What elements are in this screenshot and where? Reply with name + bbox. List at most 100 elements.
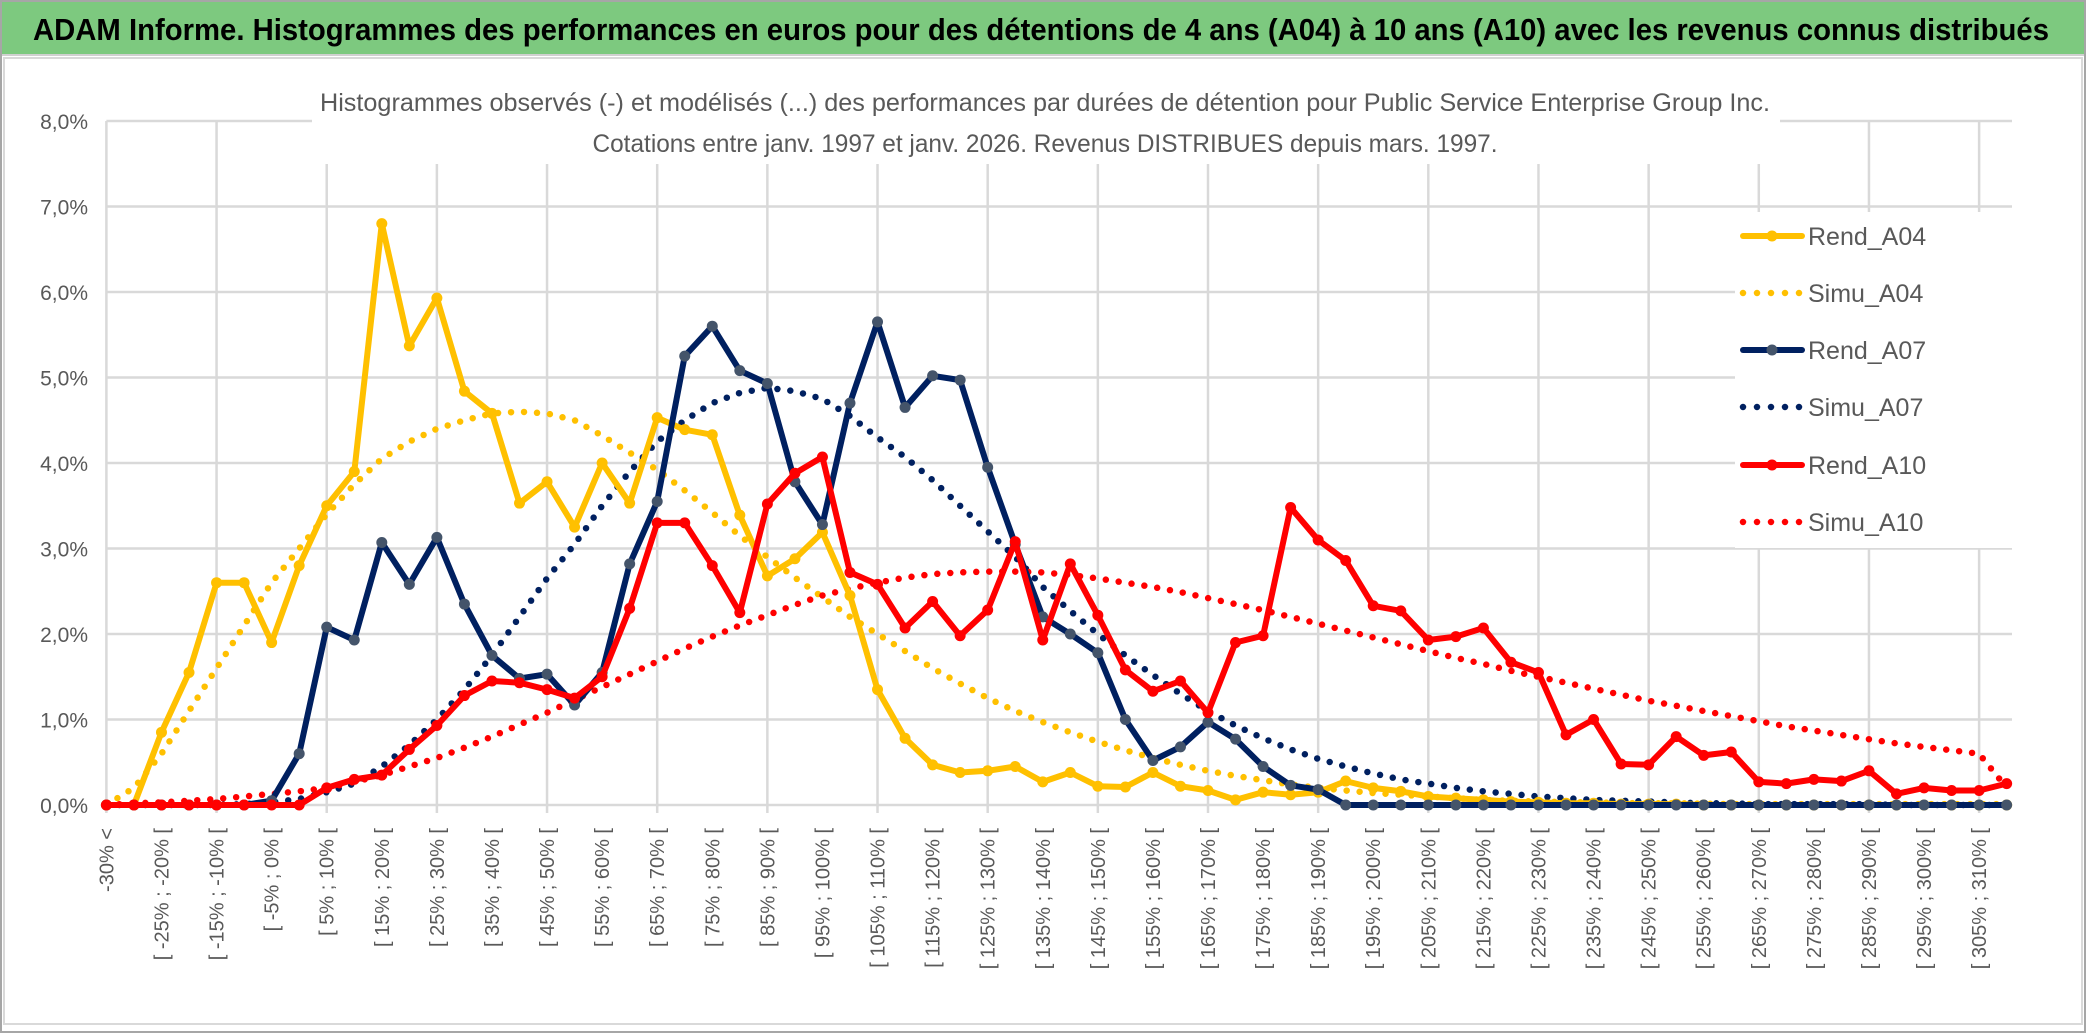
data-point bbox=[1725, 799, 1737, 811]
data-point bbox=[155, 726, 167, 738]
data-point bbox=[293, 748, 305, 760]
data-point bbox=[1119, 664, 1131, 676]
data-point bbox=[982, 765, 994, 777]
data-point bbox=[1037, 634, 1049, 646]
legend-marker bbox=[1766, 344, 1778, 356]
header-title: ADAM Informe. Histogrammes des performan… bbox=[33, 12, 2049, 47]
data-point bbox=[927, 759, 939, 771]
data-point bbox=[211, 577, 223, 589]
x-tick-label: [ 215% ; 220% [ bbox=[1473, 828, 1495, 970]
data-point bbox=[1477, 622, 1489, 634]
legend-item[interactable]: Simu_A04 bbox=[1739, 280, 1923, 308]
data-point bbox=[1808, 799, 1820, 811]
data-point bbox=[403, 340, 415, 352]
data-point bbox=[1119, 781, 1131, 793]
y-tick-label: 3,0% bbox=[40, 539, 88, 562]
x-tick-label: [ 175% ; 180% [ bbox=[1253, 828, 1275, 970]
data-point bbox=[1477, 799, 1489, 811]
data-point bbox=[1422, 799, 1434, 811]
data-point bbox=[1698, 749, 1710, 761]
data-point bbox=[1119, 714, 1131, 725]
data-point bbox=[183, 799, 195, 811]
legend-item[interactable]: Rend_A04 bbox=[1740, 223, 1926, 251]
x-tick-label: [ 75% ; 80% [ bbox=[702, 828, 724, 947]
data-point bbox=[1615, 758, 1627, 770]
data-point bbox=[1946, 799, 1958, 811]
data-point bbox=[514, 677, 525, 689]
x-tick-label: [ 135% ; 140% [ bbox=[1033, 828, 1055, 970]
legend-label: Simu_A04 bbox=[1808, 280, 1923, 308]
x-tick-label: [ 275% ; 280% [ bbox=[1804, 828, 1826, 970]
y-tick-label: 0,0% bbox=[40, 795, 88, 818]
data-point bbox=[431, 292, 443, 304]
data-point bbox=[706, 320, 718, 332]
data-point bbox=[1891, 788, 1902, 800]
legend: Rend_A04 Simu_A04 Rend_A07 Simu_A07 Rend_A10… bbox=[1735, 212, 2012, 548]
data-point bbox=[1367, 799, 1379, 811]
data-point bbox=[899, 622, 911, 634]
data-point bbox=[321, 621, 333, 633]
data-point bbox=[1285, 789, 1297, 801]
data-point bbox=[596, 671, 608, 683]
data-point bbox=[1285, 779, 1297, 791]
x-tick-label: -30% < bbox=[96, 828, 118, 892]
data-point bbox=[1946, 784, 1958, 796]
data-point bbox=[183, 666, 195, 678]
data-point bbox=[1230, 794, 1242, 806]
data-point bbox=[1615, 799, 1627, 811]
data-point bbox=[431, 531, 443, 543]
data-point bbox=[1147, 755, 1159, 767]
legend-marker bbox=[1766, 459, 1778, 471]
data-point bbox=[1257, 761, 1269, 773]
x-tick-label: [ 225% ; 230% [ bbox=[1528, 828, 1550, 970]
legend-background bbox=[1735, 212, 2012, 548]
data-point bbox=[1835, 775, 1847, 787]
x-tick-label: [ 285% ; 290% [ bbox=[1859, 828, 1881, 970]
legend-item[interactable]: Rend_A07 bbox=[1740, 337, 1926, 365]
data-point bbox=[1532, 666, 1544, 678]
data-point bbox=[348, 773, 360, 785]
data-point bbox=[651, 412, 663, 424]
data-point bbox=[816, 451, 828, 463]
data-point bbox=[486, 675, 498, 687]
x-tick-label: [ 125% ; 130% [ bbox=[978, 828, 1000, 970]
chart-subtitle: Cotations entre janv. 1997 et janv. 2026… bbox=[593, 130, 1498, 158]
data-point bbox=[1918, 799, 1930, 811]
data-point bbox=[679, 424, 691, 436]
data-point bbox=[1588, 714, 1600, 725]
legend-item[interactable]: Simu_A07 bbox=[1739, 394, 1923, 422]
data-point bbox=[1450, 799, 1462, 811]
data-point bbox=[321, 782, 333, 794]
legend-item[interactable]: Rend_A10 bbox=[1740, 452, 1926, 480]
x-tick-label: [ -5% ; 0% [ bbox=[262, 828, 284, 932]
data-point bbox=[954, 767, 966, 779]
data-point bbox=[348, 466, 360, 478]
data-point bbox=[376, 218, 388, 230]
legend-item[interactable]: Simu_A10 bbox=[1739, 509, 1923, 537]
x-tick-label: [ 235% ; 240% [ bbox=[1584, 828, 1606, 970]
data-point bbox=[1064, 767, 1076, 779]
data-point bbox=[1753, 776, 1765, 788]
data-point bbox=[1064, 558, 1076, 570]
data-point bbox=[982, 461, 994, 473]
data-point bbox=[761, 498, 773, 510]
data-point bbox=[1009, 761, 1021, 773]
y-axis-tick-labels: 0,0% 1,0% 2,0% 3,0% 4,0% 5,0% 6,0% 7,0% 8,0% bbox=[40, 111, 88, 818]
x-tick-label: [ 205% ; 210% [ bbox=[1418, 828, 1440, 970]
y-tick-label: 4,0% bbox=[40, 453, 88, 476]
data-point bbox=[761, 377, 773, 389]
data-point bbox=[1367, 782, 1379, 794]
data-point bbox=[927, 370, 939, 382]
data-point bbox=[376, 537, 388, 549]
data-point bbox=[1340, 554, 1352, 566]
data-point bbox=[1092, 609, 1104, 621]
x-tick-label: [ 265% ; 270% [ bbox=[1749, 828, 1771, 970]
x-tick-label: [ 165% ; 170% [ bbox=[1198, 828, 1220, 970]
series-line bbox=[103, 408, 2010, 809]
x-tick-label: [ 5% ; 10% [ bbox=[317, 828, 339, 936]
data-point bbox=[1009, 536, 1021, 548]
x-tick-label: [ 55% ; 60% [ bbox=[592, 828, 614, 947]
data-point bbox=[486, 407, 498, 419]
data-point bbox=[844, 566, 856, 578]
data-point bbox=[238, 799, 250, 811]
